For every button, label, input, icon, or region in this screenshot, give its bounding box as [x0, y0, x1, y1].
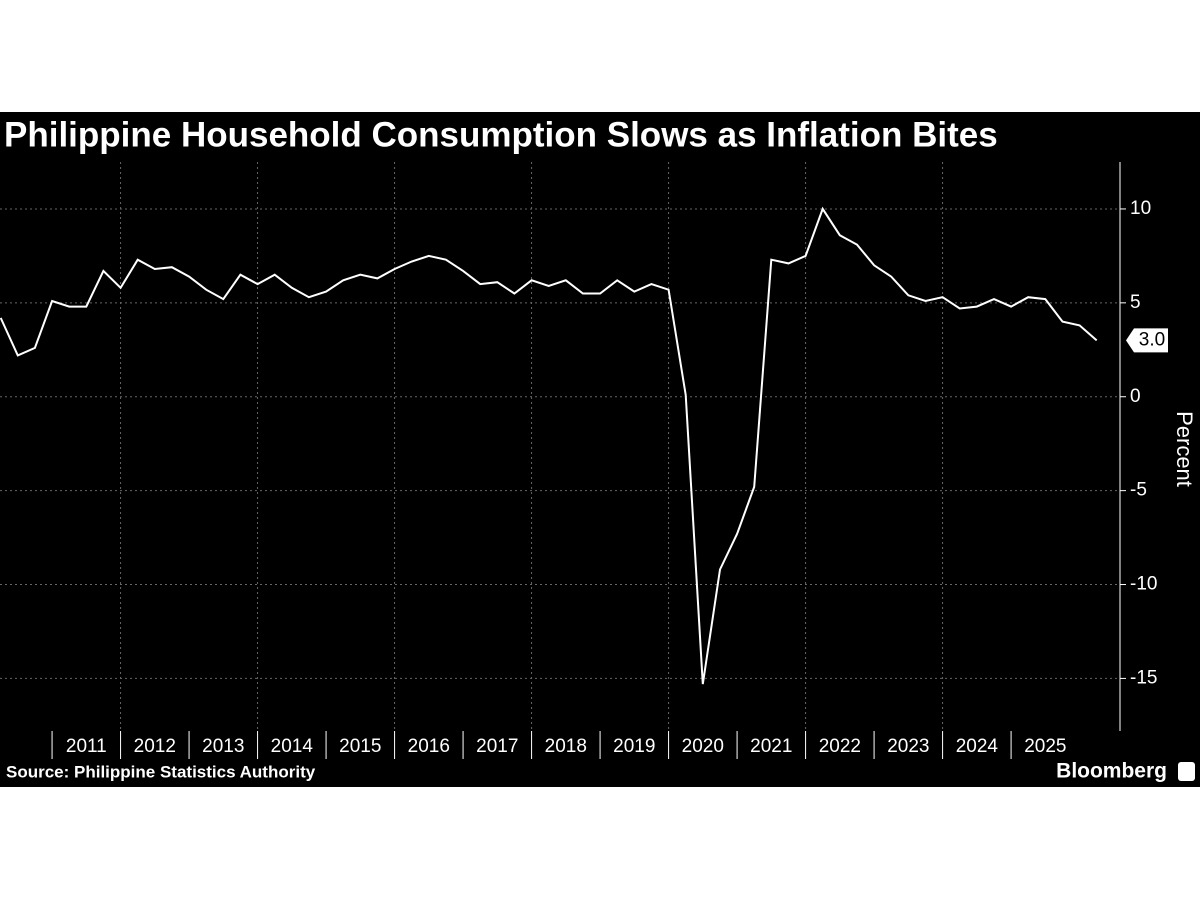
line	[0, 206, 1098, 685]
x-tick-label: 2018	[545, 736, 587, 757]
x-tick-label: 2024	[956, 736, 999, 757]
x-tick-label: 2013	[202, 736, 244, 757]
x-tick-label: 2016	[408, 736, 450, 757]
y-tick-label: 5	[1130, 292, 1141, 313]
x-tick-label: 2015	[339, 736, 381, 757]
source: Source: Philippine Statistics Authority	[6, 762, 316, 781]
y-tick-label: -10	[1130, 574, 1157, 595]
y-tick-label: -15	[1130, 667, 1157, 688]
brand: Bloomberg	[1056, 760, 1167, 783]
y-tick-label: 0	[1130, 386, 1141, 407]
x-tick-label: 2017	[476, 736, 518, 757]
value-label: 3.0	[1139, 329, 1165, 350]
value-label-box	[1126, 328, 1168, 353]
x-tick-label: 2012	[134, 736, 176, 757]
brand-icon	[1178, 762, 1195, 781]
x-tick-label: 2021	[750, 736, 792, 757]
panel	[0, 112, 1200, 787]
x-tick-label: 2019	[613, 736, 655, 757]
chart-title: Philippine Household Consumption Slows a…	[4, 115, 998, 154]
x-tick-label: 2025	[1024, 736, 1066, 757]
x-tick-label: 2023	[887, 736, 929, 757]
x-tick-label: 2022	[819, 736, 861, 757]
x-tick-label: 2014	[271, 736, 314, 757]
y-axis-label: Percent	[1172, 411, 1197, 487]
y-tick-label: 10	[1130, 198, 1151, 219]
x-tick-label: 2020	[682, 736, 724, 757]
x-tick-label: 2011	[66, 736, 107, 757]
y-tick-label: -5	[1130, 480, 1147, 501]
